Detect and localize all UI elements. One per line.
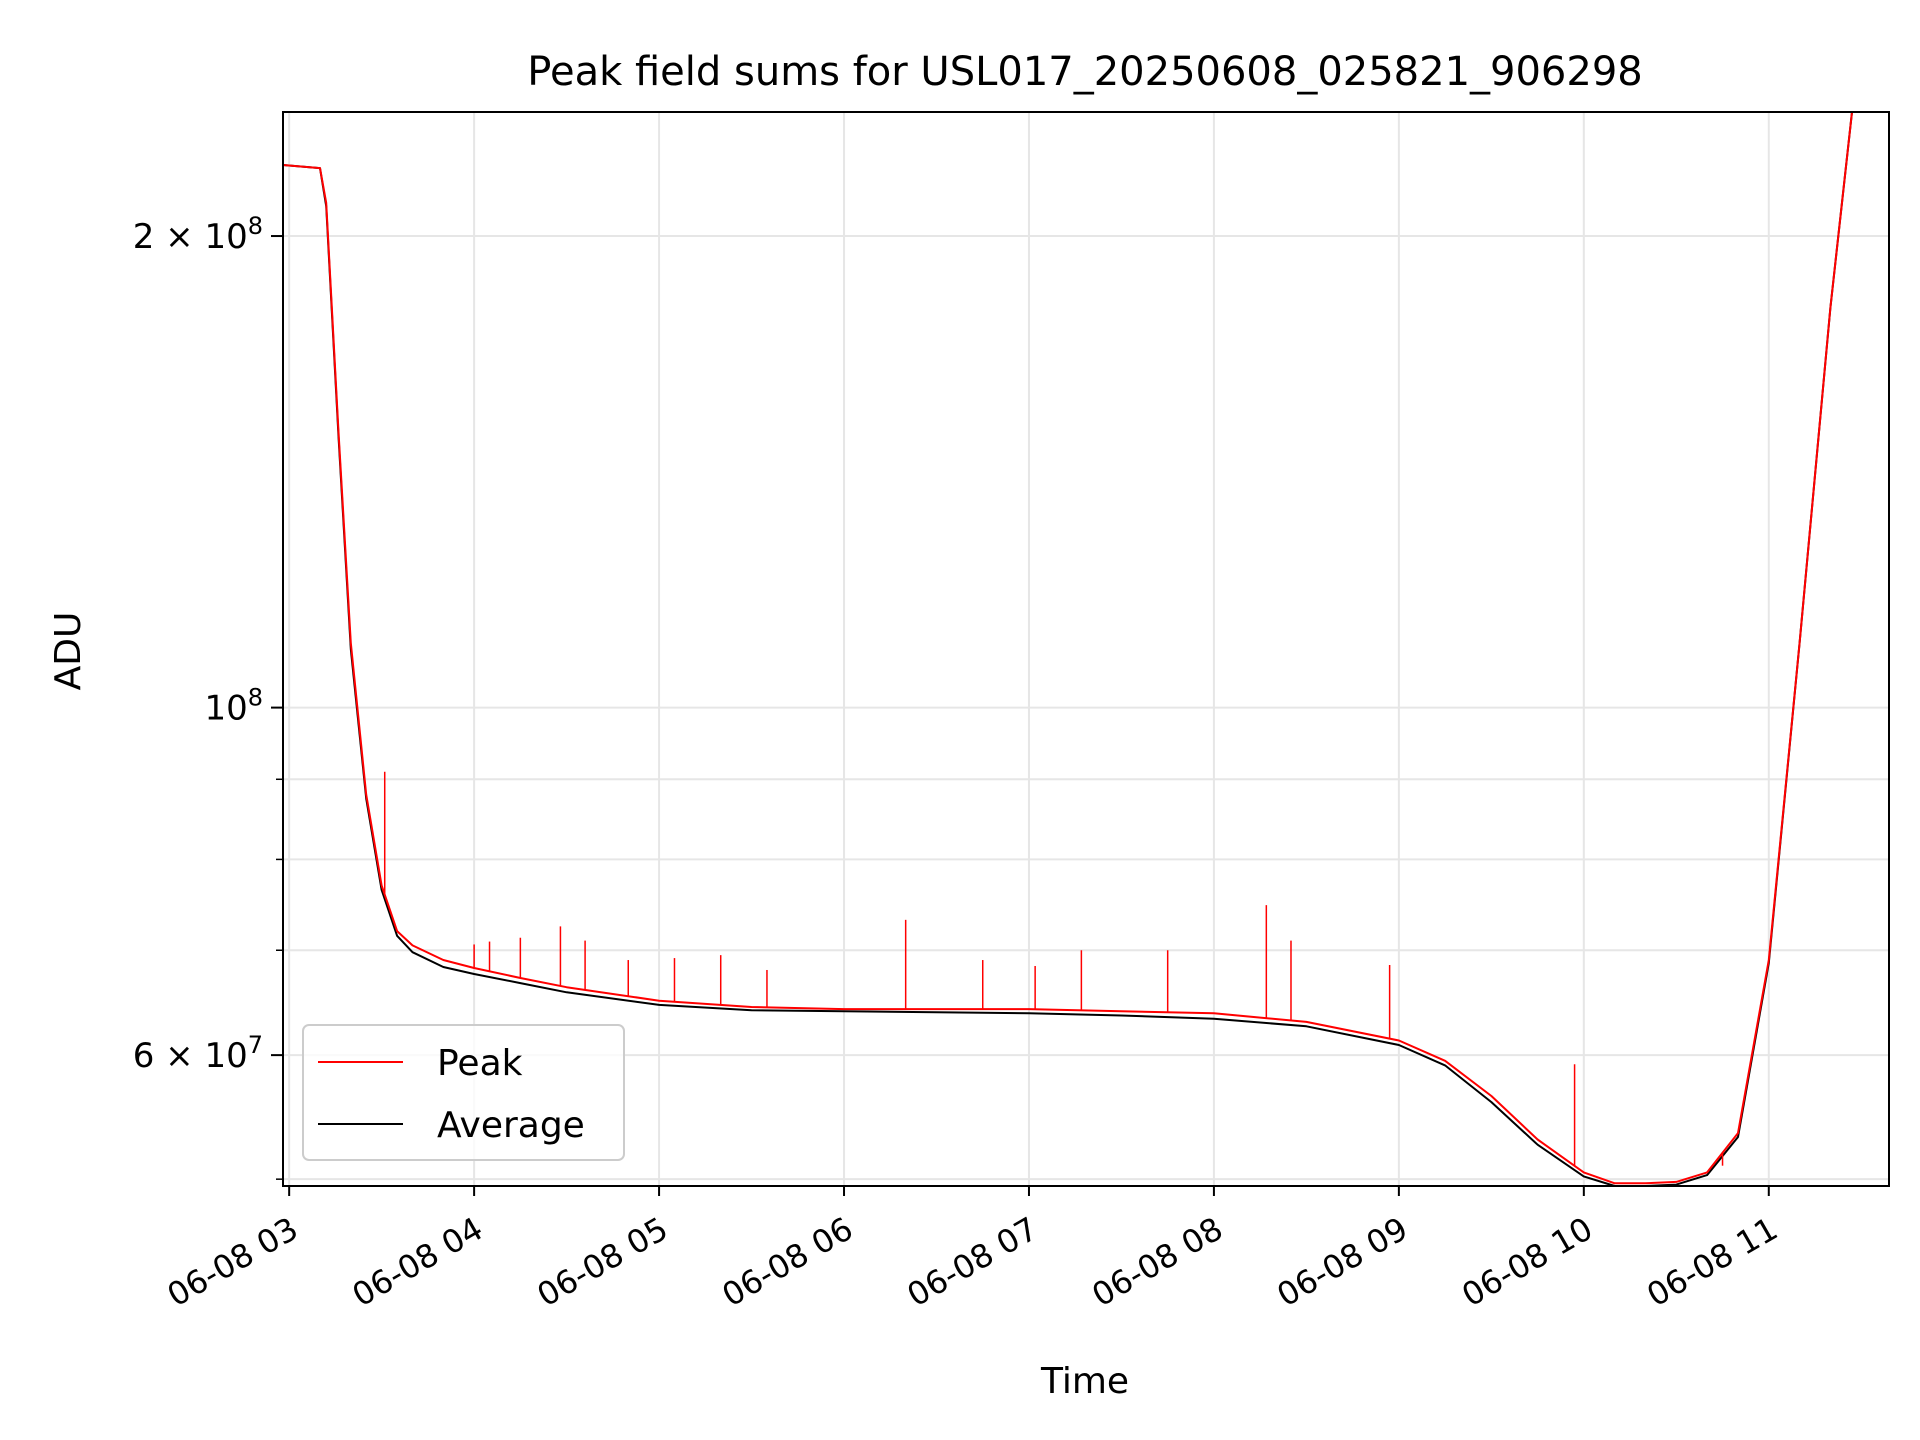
series-peak-line <box>282 111 1853 1185</box>
y-tick-label: 108 <box>204 684 263 729</box>
legend-box <box>302 1024 625 1161</box>
y-tick-label: 6 × 107 <box>133 1031 263 1076</box>
plot-frame <box>282 111 1890 1187</box>
x-axis-label: Time <box>1040 1361 1129 1402</box>
y-tick-label: 2 × 108 <box>133 212 263 257</box>
data-series <box>282 111 1853 1187</box>
chart-title: Peak field sums for USL017_20250608_0258… <box>527 49 1642 95</box>
legend: Peak Average <box>302 1024 625 1161</box>
grid-lines <box>283 112 1889 1186</box>
y-axis-label: ADU <box>48 612 89 691</box>
legend-average-label: Average <box>437 1105 585 1146</box>
legend-peak-label: Peak <box>437 1043 523 1084</box>
